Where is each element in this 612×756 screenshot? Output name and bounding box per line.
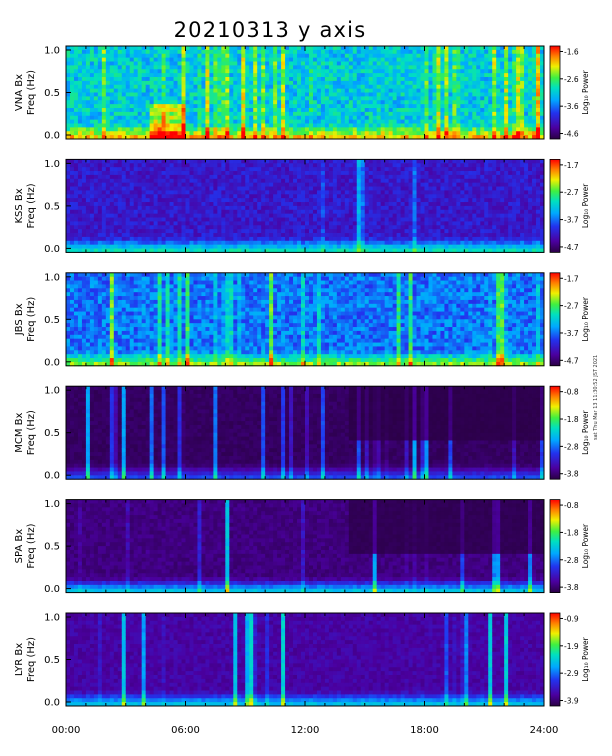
colorbar-label: Log₁₀ Power: [581, 183, 590, 228]
spectrogram-image: [66, 46, 545, 140]
spectrogram-image: [66, 272, 545, 367]
colorbar-tick-label: -1.6: [564, 47, 579, 56]
colorbar-tick-label: -3.8: [564, 583, 579, 592]
y-tick-label: 0.5: [44, 655, 60, 666]
station-label: JBS Bx: [14, 303, 25, 336]
y-tick-label: 0.5: [44, 315, 60, 326]
colorbar-gradient: [549, 158, 561, 253]
colorbar-tick-label: -4.7: [564, 356, 579, 365]
station-label: KSS Bx: [14, 188, 25, 223]
panel-kss: 0.0 0.5 1.0 KSS Bx Freq (Hz) -1.7 -2.7 -3.7 -4.7…: [14, 158, 590, 255]
x-tick-label: 06:00: [171, 725, 200, 736]
colorbar: -0.8 -1.8 -2.8 -3.8 Log₁₀ Power: [549, 385, 590, 480]
station-label: VNA Bx: [14, 74, 25, 111]
y-tick-label: 0.0: [44, 584, 60, 595]
colorbar: -1.6 -2.6 -3.6 -4.6 Log₁₀ Power: [549, 45, 590, 140]
colorbar-label: Log₁₀ Power: [581, 296, 590, 341]
colorbar-tick-label: -1.8: [564, 528, 579, 537]
spectrogram-image: [66, 386, 545, 480]
colorbar-tick-label: -4.7: [564, 243, 579, 252]
side-note: sat Thu Mar 13 11:30:52 JST 2021: [593, 290, 601, 440]
colorbar-tick-label: -0.8: [564, 501, 579, 510]
colorbar-gradient: [549, 45, 561, 140]
station-label: LYR Bx: [14, 643, 25, 676]
colorbar-label: Log₁₀ Power: [581, 523, 590, 568]
y-tick-label: 1.0: [44, 159, 60, 170]
panel-vna: 0.0 0.5 1.0 VNA Bx Freq (Hz) -1.6 -2.6 -3.6 -4.6…: [14, 45, 590, 142]
y-axis-label: Freq (Hz): [26, 183, 37, 228]
colorbar-tick-label: -3.6: [564, 102, 579, 111]
y-axis-label: Freq (Hz): [26, 637, 37, 682]
y-tick-label: 0.5: [44, 201, 60, 212]
y-tick-label: 0.5: [44, 428, 60, 439]
colorbar-tick-label: -1.7: [564, 274, 579, 283]
colorbar-gradient: [549, 612, 561, 707]
station-label: SPA Bx: [14, 529, 25, 564]
colorbar-tick-label: -1.7: [564, 161, 579, 170]
side-note-text: sat Thu Mar 13 11:30:52 JST 2021: [593, 354, 599, 440]
panel-lyr: 0.0 0.5 1.0 LYR Bx Freq (Hz) -0.9 -1.9 -2.9 -3.9…: [14, 612, 590, 709]
y-tick-label: 1.0: [44, 499, 60, 510]
y-tick-label: 0.0: [44, 131, 60, 142]
colorbar-gradient: [549, 499, 561, 594]
panel-spa: 0.0 0.5 1.0 SPA Bx Freq (Hz) -0.8 -1.8 -2.8 -3.8…: [14, 499, 590, 595]
station-label: MCM Bx: [14, 413, 25, 453]
spectrogram-image: [66, 159, 545, 253]
colorbar-tick-label: -2.8: [564, 442, 579, 451]
x-tick-label: 00:00: [52, 725, 81, 736]
y-axis-label: Freq (Hz): [26, 297, 37, 342]
colorbar: -1.7 -2.7 -3.7 -4.7 Log₁₀ Power: [549, 158, 590, 253]
page-title: 20210313 y axis: [173, 18, 367, 42]
x-tick-label: 18:00: [410, 725, 439, 736]
colorbar-gradient: [549, 385, 561, 480]
y-tick-label: 1.0: [44, 272, 60, 283]
colorbar: -0.9 -1.9 -2.9 -3.9 Log₁₀ Power: [549, 612, 590, 707]
x-tick-label: 12:00: [291, 725, 320, 736]
y-tick-label: 0.5: [44, 542, 60, 553]
colorbar-tick-label: -3.7: [564, 216, 579, 225]
colorbar-tick-label: -2.9: [564, 669, 579, 678]
colorbar-tick-label: -1.9: [564, 642, 579, 651]
x-tick-label: 24:00: [530, 725, 559, 736]
spectrogram-image: [66, 613, 545, 707]
y-tick-label: 1.0: [44, 613, 60, 624]
y-tick-label: 1.0: [44, 386, 60, 397]
colorbar-tick-label: -3.9: [564, 697, 579, 706]
y-tick-label: 0.0: [44, 698, 60, 709]
colorbar-tick-label: -0.9: [564, 614, 579, 623]
colorbar-label: Log₁₀ Power: [581, 636, 590, 681]
colorbar-tick-label: -3.8: [564, 470, 579, 479]
colorbar-gradient: [549, 272, 561, 367]
spectrogram-image: [66, 499, 545, 594]
y-axis-label: Freq (Hz): [26, 70, 37, 115]
colorbar-tick-label: -3.7: [564, 329, 579, 338]
panel-mcm: 0.0 0.5 1.0 MCM Bx Freq (Hz) -0.8 -1.8 -2.8 -3.8…: [14, 385, 590, 482]
y-tick-label: 0.0: [44, 244, 60, 255]
colorbar-tick-label: -2.7: [564, 188, 579, 197]
colorbar: -0.8 -1.8 -2.8 -3.8 Log₁₀ Power: [549, 499, 590, 594]
y-tick-label: 0.5: [44, 88, 60, 99]
y-axis-label: Freq (Hz): [26, 523, 37, 568]
y-tick-label: 1.0: [44, 46, 60, 57]
colorbar-tick-label: -1.8: [564, 415, 579, 424]
colorbar-tick-label: -4.6: [564, 130, 579, 139]
colorbar: -1.7 -2.7 -3.7 -4.7 Log₁₀ Power: [549, 272, 590, 367]
colorbar-tick-label: -2.6: [564, 75, 579, 84]
y-tick-label: 0.0: [44, 471, 60, 482]
panel-jbs: 0.0 0.5 1.0 JBS Bx Freq (Hz) -1.7 -2.7 -3.7 -4.7…: [14, 272, 590, 368]
colorbar-label: Log₁₀ Power: [581, 410, 590, 455]
colorbar-tick-label: -2.8: [564, 556, 579, 565]
colorbar-label: Log₁₀ Power: [581, 69, 590, 114]
colorbar-tick-label: -0.8: [564, 388, 579, 397]
y-tick-label: 0.0: [44, 357, 60, 368]
y-axis-label: Freq (Hz): [26, 410, 37, 455]
colorbar-tick-label: -2.7: [564, 302, 579, 311]
